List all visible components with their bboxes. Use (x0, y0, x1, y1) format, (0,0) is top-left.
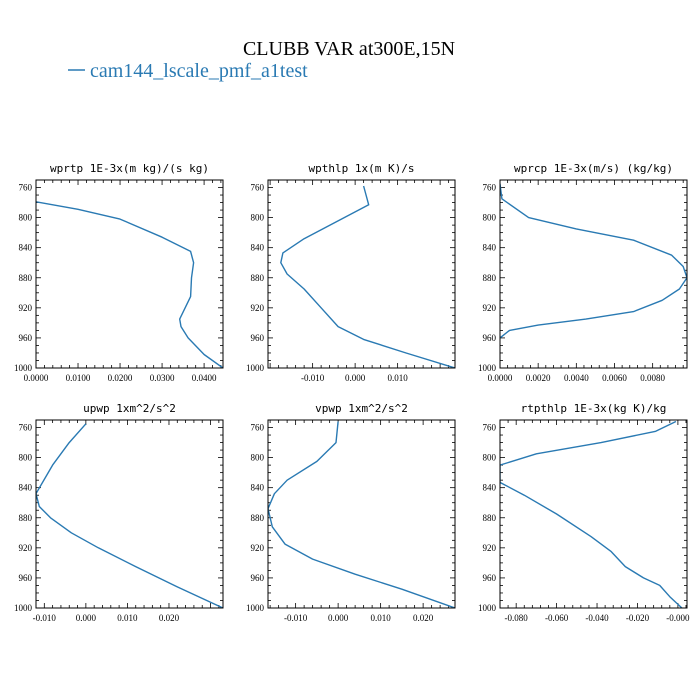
y-tick-label: 960 (19, 333, 33, 343)
x-tick-label: 0.0040 (564, 373, 589, 383)
series-line (36, 201, 223, 368)
y-tick-label: 960 (483, 333, 497, 343)
series-line (500, 183, 687, 339)
series-line (500, 420, 683, 608)
x-tick-label: 0.0000 (488, 373, 513, 383)
panel-title: wprcp 1E-3x(m/s) (kg/kg) (514, 162, 673, 175)
x-tick-label: 0.0000 (24, 373, 49, 383)
y-tick-label: 760 (19, 183, 33, 193)
y-tick-label: 840 (483, 243, 497, 253)
y-tick-label: 840 (251, 243, 265, 253)
x-tick-label: 0.0080 (640, 373, 665, 383)
x-tick-label: 0.000 (328, 613, 349, 623)
y-tick-label: 840 (19, 483, 33, 493)
y-tick-label: 920 (483, 303, 497, 313)
y-tick-label: 840 (483, 483, 497, 493)
x-tick-label: 0.000 (76, 613, 97, 623)
panel-grid: wprtp 1E-3x(m kg)/(s kg) 760 800 840 880 920 9… (14, 162, 690, 623)
plot-frame (267, 179, 456, 369)
panel-title: vpwp 1xm^2/s^2 (315, 402, 408, 415)
y-tick-label: 1000 (14, 363, 33, 373)
y-tick-label: 760 (483, 183, 497, 193)
series-line (280, 185, 455, 368)
y-tick-label: 880 (19, 513, 33, 523)
x-tick-label: -0.000 (666, 613, 690, 623)
y-tick-label: 800 (251, 213, 265, 223)
y-tick-label: 880 (251, 273, 265, 283)
y-tick-label: 1000 (246, 363, 265, 373)
x-tick-label: 0.010 (388, 373, 409, 383)
y-tick-label: 760 (483, 423, 497, 433)
panel-5: vpwp 1xm^2/s^2 760 800 840 880 920 960 1000 -0.0… (246, 402, 456, 623)
panel-title: wpthlp 1x(m K)/s (309, 162, 415, 175)
x-tick-label: 0.0100 (66, 373, 91, 383)
y-tick-label: 960 (251, 573, 265, 583)
y-tick-label: 880 (251, 513, 265, 523)
x-tick-label: -0.040 (585, 613, 609, 623)
y-tick-label: 880 (483, 513, 497, 523)
y-tick-label: 960 (483, 573, 497, 583)
plot-frame (499, 419, 688, 609)
panel-2: wpthlp 1x(m K)/s 760 800 840 880 920 960 1000 -0… (246, 162, 456, 383)
plot-frame (35, 179, 224, 369)
x-tick-label: 0.0200 (108, 373, 133, 383)
figure-title: CLUBB VAR at300E,15N (243, 38, 455, 60)
y-tick-label: 960 (19, 573, 33, 583)
y-tick-label: 960 (251, 333, 265, 343)
panel-1: wprtp 1E-3x(m kg)/(s kg) 760 800 840 880 920 9… (14, 162, 224, 383)
x-tick-label: 0.000 (345, 373, 366, 383)
x-tick-label: -0.080 (505, 613, 529, 623)
panel-4: upwp 1xm^2/s^2 760 800 840 880 920 960 1000-0.0… (14, 402, 224, 623)
x-tick-label: -0.010 (284, 613, 308, 623)
x-tick-label: 0.010 (371, 613, 392, 623)
x-tick-label: 0.0060 (602, 373, 627, 383)
y-tick-label: 800 (251, 453, 265, 463)
panel-title: rtpthlp 1E-3x(kg K)/kg (521, 402, 667, 415)
y-tick-label: 1000 (246, 603, 265, 613)
x-tick-label: 0.0300 (150, 373, 175, 383)
y-tick-label: 800 (483, 213, 497, 223)
y-tick-label: 800 (19, 213, 33, 223)
plot-frame (35, 419, 224, 609)
series-line (36, 423, 223, 608)
y-tick-label: 800 (483, 453, 497, 463)
panel-3: wprcp 1E-3x(m/s) (kg/kg) 760 800 840 880 920 9… (478, 162, 688, 383)
panel-title: upwp 1xm^2/s^2 (83, 402, 176, 415)
panel-title: wprtp 1E-3x(m kg)/(s kg) (50, 162, 209, 175)
plot-frame (267, 419, 456, 609)
panel-6: rtpthlp 1E-3x(kg K)/kg 760 800 840 880 920 960… (478, 402, 690, 623)
x-tick-label: -0.010 (33, 613, 57, 623)
y-tick-label: 880 (483, 273, 497, 283)
x-tick-label: 0.020 (159, 613, 180, 623)
legend-label: cam144_lscale_pmf_a1test (90, 60, 308, 82)
x-tick-label: -0.060 (545, 613, 569, 623)
x-tick-label: -0.020 (626, 613, 650, 623)
y-tick-label: 920 (19, 543, 33, 553)
x-tick-label: 0.020 (413, 613, 434, 623)
y-tick-label: 1000 (478, 603, 497, 613)
y-tick-label: 760 (19, 423, 33, 433)
y-tick-label: 920 (483, 543, 497, 553)
y-tick-label: 920 (251, 543, 265, 553)
y-tick-label: 760 (251, 183, 265, 193)
y-tick-label: 840 (251, 483, 265, 493)
plot-frame (499, 179, 688, 369)
x-tick-label: 0.0020 (526, 373, 551, 383)
y-tick-label: 920 (251, 303, 265, 313)
y-tick-label: 1000 (478, 363, 497, 373)
y-tick-label: 880 (19, 273, 33, 283)
y-tick-label: 920 (19, 303, 33, 313)
y-tick-label: 760 (251, 423, 265, 433)
series-line (268, 421, 455, 608)
y-tick-label: 800 (19, 453, 33, 463)
x-tick-label: 0.0400 (192, 373, 217, 383)
x-tick-label: -0.010 (301, 373, 325, 383)
y-tick-label: 1000 (14, 603, 33, 613)
x-tick-label: 0.010 (117, 613, 138, 623)
y-tick-label: 840 (19, 243, 33, 253)
